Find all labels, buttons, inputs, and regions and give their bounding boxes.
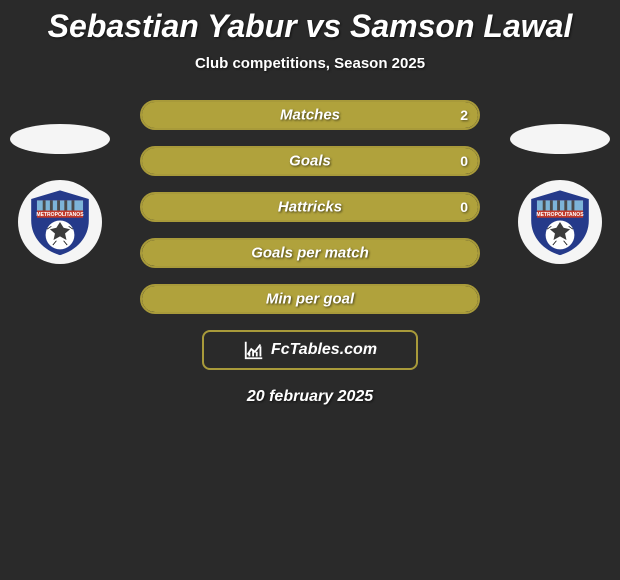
page-title: Sebastian Yabur vs Samson Lawal <box>0 0 620 45</box>
watermark-text: FcTables.com <box>271 341 377 359</box>
stat-row: Goals per match <box>140 238 480 268</box>
stat-row: Matches 2 <box>140 100 480 130</box>
stat-value-right: 2 <box>460 107 468 123</box>
stat-label: Hattricks <box>278 199 342 216</box>
stat-row: Goals 0 <box>140 146 480 176</box>
date-text: 20 february 2025 <box>0 388 620 406</box>
stat-label: Goals <box>289 153 331 170</box>
stat-value-right: 0 <box>460 199 468 215</box>
watermark: FcTables.com <box>202 330 418 370</box>
stat-label: Matches <box>280 107 340 124</box>
stat-row: Hattricks 0 <box>140 192 480 222</box>
stat-label: Min per goal <box>266 291 354 308</box>
stats-area: Matches 2 Goals 0 Hattricks 0 Goals per match M… <box>0 100 620 314</box>
stat-label: Goals per match <box>251 245 369 262</box>
page-subtitle: Club competitions, Season 2025 <box>0 55 620 72</box>
chart-icon <box>243 339 265 361</box>
stat-row: Min per goal <box>140 284 480 314</box>
stat-value-right: 0 <box>460 153 468 169</box>
